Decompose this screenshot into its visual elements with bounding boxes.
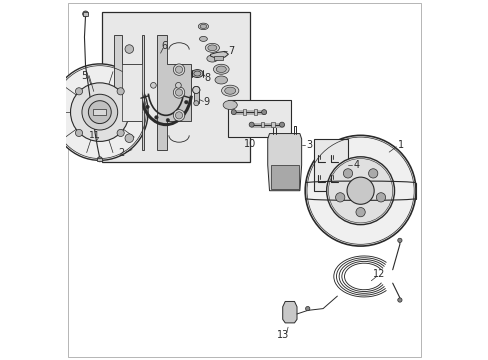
Circle shape — [343, 169, 352, 178]
Circle shape — [177, 113, 180, 116]
Ellipse shape — [193, 71, 201, 76]
Circle shape — [248, 122, 254, 127]
Text: 13: 13 — [276, 330, 288, 341]
Circle shape — [75, 88, 82, 95]
Text: 9: 9 — [203, 97, 209, 107]
Circle shape — [231, 110, 236, 114]
Ellipse shape — [192, 86, 200, 94]
Ellipse shape — [224, 87, 235, 94]
Polygon shape — [210, 51, 228, 59]
Circle shape — [75, 129, 82, 136]
Bar — [93, 109, 106, 115]
Circle shape — [173, 87, 184, 98]
Circle shape — [305, 135, 415, 246]
Bar — [260, 122, 264, 127]
Text: 4: 4 — [353, 160, 359, 170]
Polygon shape — [157, 35, 190, 150]
Circle shape — [335, 193, 344, 202]
Circle shape — [397, 238, 401, 243]
Circle shape — [175, 66, 182, 73]
Circle shape — [82, 11, 88, 17]
Circle shape — [279, 122, 284, 127]
Bar — [243, 109, 246, 115]
Ellipse shape — [213, 64, 229, 74]
Ellipse shape — [198, 23, 208, 30]
Ellipse shape — [215, 76, 227, 84]
Circle shape — [117, 88, 124, 95]
Bar — [271, 122, 274, 127]
Circle shape — [125, 45, 133, 53]
Text: 6: 6 — [161, 41, 167, 51]
Circle shape — [368, 169, 377, 178]
Circle shape — [193, 101, 198, 106]
Circle shape — [192, 86, 200, 94]
Text: 10: 10 — [244, 139, 256, 149]
Circle shape — [117, 129, 124, 136]
Circle shape — [154, 116, 158, 119]
Text: 1: 1 — [397, 140, 403, 150]
Circle shape — [166, 118, 169, 122]
Text: 2: 2 — [118, 148, 124, 158]
Circle shape — [88, 101, 111, 123]
Bar — [253, 109, 257, 115]
Text: 12: 12 — [372, 269, 385, 279]
Circle shape — [145, 105, 149, 109]
Circle shape — [376, 193, 385, 202]
Circle shape — [326, 157, 394, 225]
Ellipse shape — [207, 45, 216, 51]
Ellipse shape — [200, 24, 206, 28]
Circle shape — [175, 112, 182, 119]
Bar — [83, 12, 88, 16]
Circle shape — [261, 110, 266, 114]
Bar — [97, 158, 102, 161]
Bar — [214, 56, 223, 60]
Text: 7: 7 — [227, 46, 234, 57]
Text: 3: 3 — [305, 140, 311, 150]
Ellipse shape — [191, 69, 203, 77]
Polygon shape — [114, 35, 144, 150]
Bar — [313, 139, 347, 191]
Circle shape — [173, 110, 184, 121]
Polygon shape — [282, 301, 296, 323]
Circle shape — [70, 83, 129, 141]
Circle shape — [175, 82, 181, 88]
Polygon shape — [267, 134, 301, 191]
Ellipse shape — [206, 55, 218, 62]
Circle shape — [97, 157, 102, 162]
Text: 11: 11 — [88, 131, 100, 140]
Circle shape — [175, 89, 182, 96]
Circle shape — [397, 298, 401, 302]
Bar — [122, 64, 142, 121]
Circle shape — [150, 82, 156, 88]
Ellipse shape — [223, 100, 237, 109]
Bar — [193, 90, 198, 103]
Circle shape — [52, 64, 148, 160]
Circle shape — [355, 207, 365, 217]
Circle shape — [125, 134, 133, 143]
Ellipse shape — [221, 85, 238, 96]
Circle shape — [305, 306, 309, 311]
Bar — [270, 165, 298, 189]
Ellipse shape — [199, 36, 207, 41]
Text: 8: 8 — [204, 73, 210, 83]
Text: 5: 5 — [81, 71, 87, 81]
Bar — [228, 100, 290, 137]
Circle shape — [346, 177, 373, 204]
Circle shape — [82, 94, 118, 130]
Ellipse shape — [216, 66, 226, 72]
Ellipse shape — [205, 43, 219, 52]
Circle shape — [173, 64, 184, 75]
Circle shape — [184, 100, 188, 104]
Bar — [102, 12, 249, 162]
